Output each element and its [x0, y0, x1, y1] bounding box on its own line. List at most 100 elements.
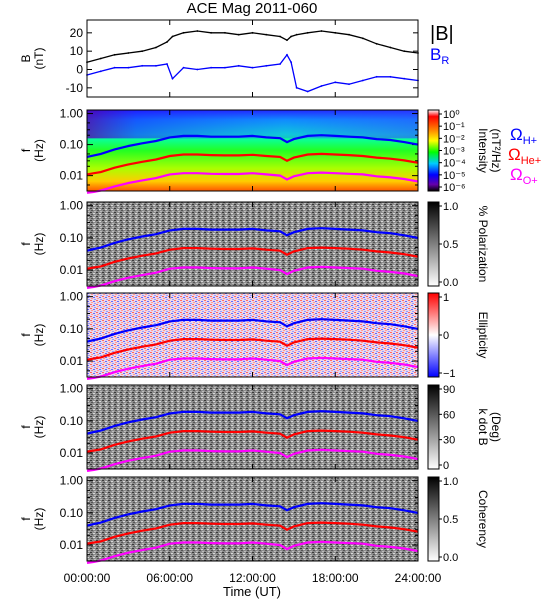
- colorbar-label-unit: (nT²/Hz): [489, 129, 503, 173]
- colorbar-label-coherency: Coherency: [476, 490, 490, 548]
- xtick-label: 24:00:00: [395, 571, 442, 585]
- series-point-b-r: [251, 66, 254, 69]
- series-line-b-r: [86, 53, 419, 93]
- series-point-b-total: [113, 53, 116, 56]
- colorbar-tick-label: 10⁻⁴: [443, 158, 466, 170]
- series-point-b-r: [141, 64, 144, 67]
- gyro-line-omegah: [86, 318, 419, 343]
- colorbar-label-intensity: Intensity(nT²/Hz): [476, 128, 503, 173]
- colorbar-tick-label: 10⁻²: [443, 133, 465, 145]
- panel-magnetic-field-ylabel: B(nT): [19, 48, 46, 70]
- xtick-label: 18:00:00: [312, 571, 359, 585]
- series-point-b-total: [171, 35, 174, 38]
- xtick-label: 06:00:00: [146, 571, 193, 585]
- gyro-line-omegah: [86, 134, 419, 158]
- ytick-label: 20: [70, 26, 84, 40]
- ytick-label: 10: [70, 44, 84, 58]
- series-point-b-total: [286, 39, 288, 42]
- panel-intensity: f(Hz) 1.00 0.10 0.01 10⁰10⁻¹10⁻²10⁻³10⁻⁴10⁻⁵…: [19, 107, 503, 194]
- series-point-b-total: [320, 30, 323, 32]
- legend-omega-h-sub: H+: [523, 135, 537, 147]
- colorbar-k-dot-b: [427, 384, 440, 470]
- colorbar-tick-label: 1.0: [443, 476, 458, 488]
- series-point-b-total: [237, 33, 240, 36]
- panel-frame: [86, 201, 419, 287]
- panel-coherency-ylabel: f(Hz): [19, 508, 46, 531]
- gyro-line-omegao: [86, 171, 419, 194]
- series-point-b-total: [196, 30, 199, 32]
- ylabel-unit: (Hz): [32, 324, 46, 347]
- panel-k-dot-b-ylabel: f(Hz): [19, 416, 46, 439]
- ytick-label: 1.00: [60, 382, 84, 396]
- colorbar-tick-label: 0.0: [443, 552, 458, 564]
- colorbar-tick-label: 60: [443, 409, 455, 421]
- colorbar-coherency: [427, 476, 440, 562]
- colorbar-tick-label: 90: [443, 384, 455, 396]
- series-point-b-total: [389, 46, 392, 49]
- series-point-b-total: [251, 31, 254, 34]
- gyro-line-omegahe: [86, 429, 419, 453]
- ylabel-main: f: [19, 148, 33, 152]
- legend-omega-o-sub: O+: [523, 175, 538, 187]
- panel-magnetic-field: B(nT) 20 10 0 -10: [19, 19, 419, 98]
- gyro-line-omegah: [86, 227, 419, 252]
- series-point-b-r: [237, 64, 240, 67]
- legend-b-r-main: B: [430, 45, 441, 64]
- colorbar-label-polarization: % Polarization: [476, 206, 490, 283]
- panel-coherency: f(Hz) 1.00 0.10 0.01 1.0 0.5 0.0 Coherency: [19, 474, 490, 564]
- gyro-line-omegah: [86, 410, 419, 435]
- series-point-b-r: [166, 63, 168, 65]
- series-point-b-total: [224, 31, 226, 34]
- colorbar-tick-label: 0: [443, 460, 449, 472]
- series-point-b-r: [295, 86, 298, 89]
- colorbar-tick-label: 10⁻¹: [443, 121, 465, 133]
- panel-magnetic-field-background: [87, 20, 418, 97]
- colorbar-label-main: % Polarization: [476, 206, 490, 283]
- series-point-b-total: [210, 31, 213, 34]
- panel-k-dot-b-background: [87, 385, 418, 469]
- colorbar-tick-label: 10⁰: [443, 109, 460, 121]
- legend-b-r-sub: R: [441, 55, 449, 67]
- series-point-b-r: [196, 68, 199, 71]
- series-point-b-r: [361, 79, 364, 82]
- series-point-b-r: [155, 64, 157, 67]
- colorbar-tick-label: 1.0: [443, 201, 458, 213]
- colorbar-label-main: Intensity: [476, 128, 490, 173]
- ytick-label: 0.01: [60, 169, 84, 183]
- gyro-line-omegao: [86, 265, 419, 289]
- series-point-b-total: [375, 42, 378, 45]
- colorbar-label-main: Ellipticity: [476, 312, 490, 359]
- ylabel-main: f: [19, 517, 33, 521]
- ytick-label: 0.01: [60, 354, 84, 368]
- ylabel-unit: (Hz): [32, 233, 46, 256]
- panel-polarization-ylabel: f(Hz): [19, 233, 46, 256]
- x-axis-label: Time (UT): [223, 584, 281, 599]
- series-point-b-total: [99, 57, 102, 60]
- series-point-b-total: [182, 31, 185, 34]
- series-point-b-total: [403, 50, 406, 53]
- panel-k-dot-b: f(Hz) 1.00 0.10 0.01 90 60 30 0 k dot B(Deg): [19, 382, 503, 472]
- series-point-b-r: [113, 66, 116, 69]
- colorbar-tick-label: 0.5: [443, 514, 458, 526]
- colorbar-tick-label: 0: [443, 330, 449, 342]
- ytick-label: 0.10: [60, 138, 84, 152]
- colorbar-tick-label: 10⁻⁵: [443, 170, 466, 182]
- gyro-line-omegao: [86, 356, 419, 380]
- ytick-label: -10: [66, 81, 84, 95]
- ylabel-main: f: [19, 333, 33, 337]
- series-point-b-total: [290, 35, 293, 38]
- series-point-b-r: [290, 61, 293, 64]
- panel-frame: [86, 109, 419, 192]
- colorbar-label-ellipticity: Ellipticity: [476, 312, 490, 359]
- series-point-b-total: [155, 46, 157, 49]
- ytick-label: 1.00: [60, 107, 84, 121]
- legend-omega-he-main: Ω: [508, 145, 521, 164]
- series-point-b-total: [279, 35, 281, 38]
- ytick-label: 0.01: [60, 263, 84, 277]
- colorbar-ellipticity: [427, 292, 440, 378]
- colorbar-label-unit: (Deg): [489, 412, 503, 442]
- legend-top: |B| BR: [430, 23, 454, 67]
- x-axis: 00:00:00 06:00:00 12:00:00 18:00:00 24:00:00: [64, 571, 442, 585]
- ylabel-unit: (Hz): [32, 139, 46, 162]
- ytick-label: 0.10: [60, 231, 84, 245]
